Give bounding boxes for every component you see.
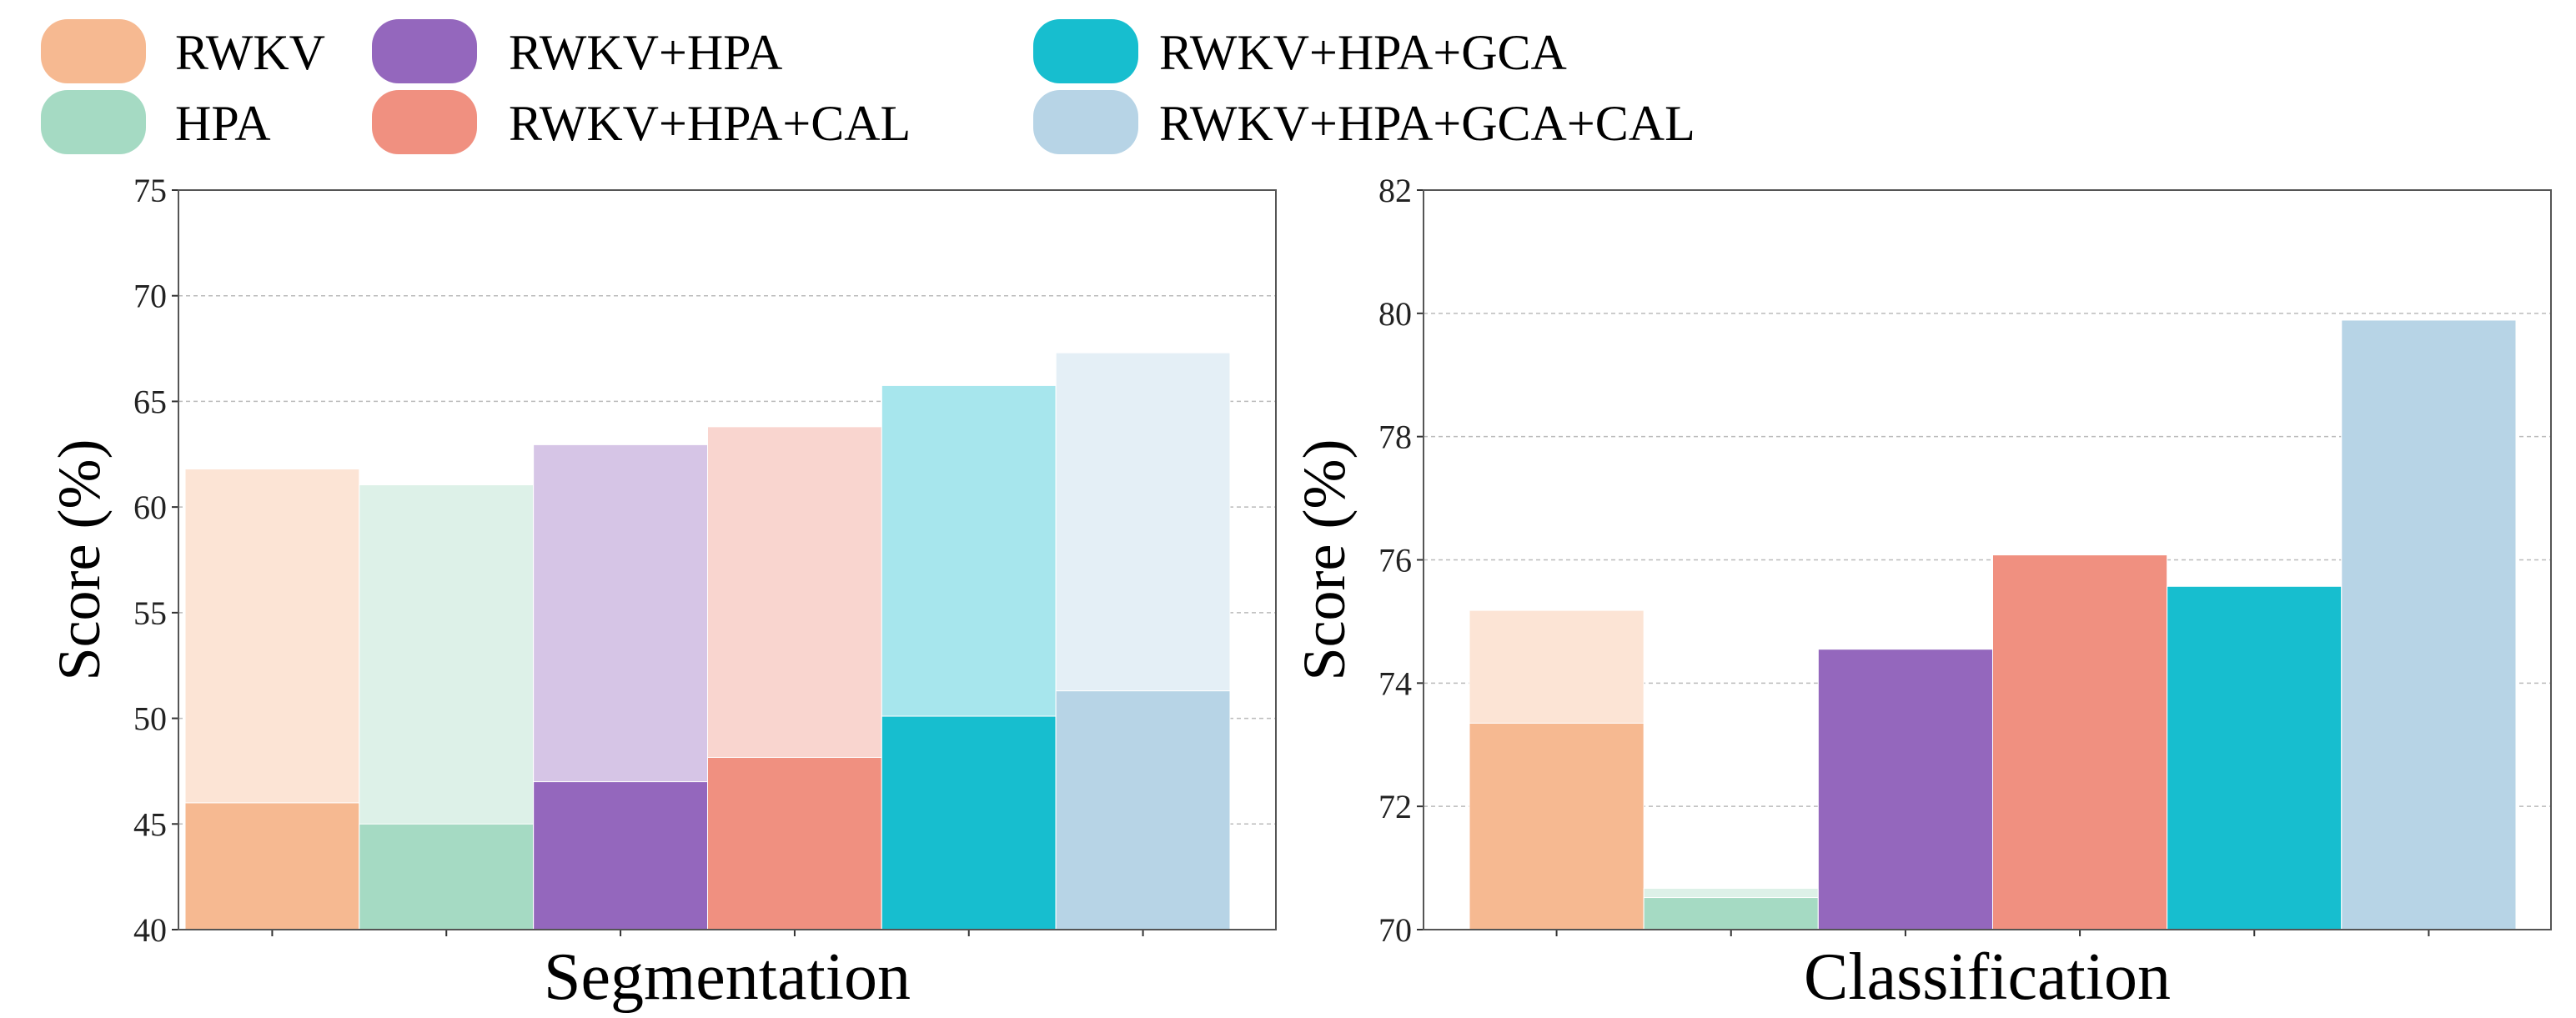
legend-item: RWKV+HPA	[372, 19, 782, 83]
y-tick-label: 70	[1378, 911, 1412, 949]
legend-label: RWKV	[175, 25, 325, 80]
legend-swatch	[41, 19, 146, 83]
axes-frame	[178, 189, 1277, 930]
legend-label: RWKV+HPA	[509, 25, 782, 80]
y-tick-label: 70	[133, 278, 167, 315]
axes-frame	[1423, 189, 2552, 930]
bar-lower-rwkv-hpa	[533, 781, 709, 930]
legend-item: RWKV+HPA+GCA	[1033, 19, 1567, 83]
bar-lower-rwkv-hpa-gca	[881, 715, 1057, 930]
legend-swatch	[372, 19, 477, 83]
y-axis-label: Score (%)	[1291, 439, 1358, 681]
y-tick-label: 75	[133, 172, 167, 209]
y-tick-label: 72	[1378, 788, 1412, 825]
segmentation-chart: 40 45 50 55 60 65 70 75 Segmentation Score (%)	[46, 172, 1277, 1014]
legend: RWKV HPA RWKV+HPA RWKV+HPA+CAL RWKV+HPA+GCA R…	[41, 19, 1695, 154]
legend-item: RWKV+HPA+GCA+CAL	[1033, 90, 1695, 154]
x-axis-label: Classification	[1804, 940, 2171, 1014]
y-tick-label: 50	[133, 700, 167, 738]
legend-swatch	[372, 90, 477, 154]
bar-lower-hpa	[1643, 897, 1819, 930]
y-tick-label: 55	[133, 594, 167, 632]
x-axis-label: Segmentation	[544, 940, 911, 1014]
bar-lower-rwkv-hpa	[1817, 649, 1993, 930]
legend-label: RWKV+HPA+GCA	[1159, 25, 1567, 80]
legend-label: RWKV+HPA+GCA+CAL	[1159, 96, 1695, 151]
legend-item: HPA	[41, 90, 271, 154]
legend-label: RWKV+HPA+CAL	[509, 96, 911, 151]
bar-lower-rwkv-hpa-gca-cal	[1055, 690, 1231, 930]
y-tick-label: 45	[133, 805, 167, 843]
classification-chart: 70 72 74 76 78 80 82 Classification Score (%)	[1291, 172, 2552, 1014]
legend-swatch	[1033, 90, 1138, 154]
y-tick-label: 40	[133, 911, 167, 949]
bar-lower-hpa	[359, 823, 535, 930]
bar-lower-rwkv-hpa-gca-cal	[2341, 319, 2517, 930]
bar-lower-rwkv-hpa-gca	[2167, 585, 2343, 930]
y-tick-label: 74	[1378, 664, 1412, 702]
y-tick-label: 80	[1378, 295, 1412, 333]
legend-swatch	[41, 90, 146, 154]
bar-lower-rwkv	[184, 802, 360, 930]
bar-lower-rwkv-hpa-cal	[707, 756, 882, 930]
y-tick-label: 78	[1378, 419, 1412, 456]
legend-item: RWKV	[41, 19, 325, 83]
legend-item: RWKV+HPA+CAL	[372, 90, 911, 154]
y-tick-label: 65	[133, 383, 167, 420]
y-tick-label: 76	[1378, 542, 1412, 579]
bar-lower-rwkv	[1469, 722, 1645, 930]
y-tick-label: 82	[1378, 172, 1412, 209]
y-axis-label: Score (%)	[46, 439, 113, 681]
bar-lower-rwkv-hpa-cal	[1992, 554, 2168, 930]
legend-swatch	[1033, 19, 1138, 83]
legend-label: HPA	[175, 96, 271, 151]
y-tick-label: 60	[133, 489, 167, 526]
